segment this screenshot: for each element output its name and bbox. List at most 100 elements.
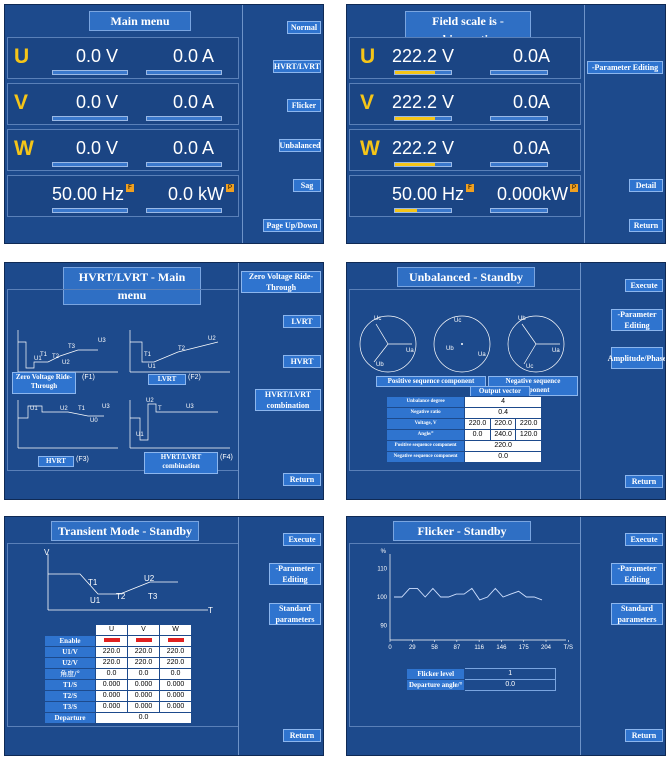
normal-button[interactable]: Normal — [287, 21, 321, 34]
lvrt-button[interactable]: LVRT — [283, 315, 321, 328]
column-header: W — [159, 624, 192, 636]
unbalanced-button[interactable]: Unbalanced — [279, 139, 321, 152]
current-bar — [146, 70, 222, 75]
voltage-bar-fill — [395, 71, 436, 74]
return-button[interactable]: Return — [283, 729, 321, 742]
phase-label: U — [14, 45, 30, 68]
table-cell[interactable]: 220.0 — [489, 418, 517, 430]
main-area: Unbalanced - Standby Uc Ub Ua U — [347, 263, 583, 499]
amplitude-phase-button[interactable]: Amplitude/Phase — [608, 347, 665, 369]
return-button[interactable]: Return — [625, 729, 663, 742]
table-cell[interactable]: 0.000 — [159, 701, 192, 713]
table-row: T2/S 0.000 0.000 0.000 — [43, 690, 192, 702]
sag-button[interactable]: Sag — [293, 179, 321, 192]
execute-button[interactable]: Execute — [283, 533, 321, 546]
row-w: W 222.2 V 0.0A — [349, 129, 581, 171]
voltage-bar — [52, 162, 128, 167]
parameter-editing-button[interactable]: -Parameter Editing — [587, 61, 663, 74]
flicker-level-value[interactable]: 1 — [464, 668, 556, 680]
table-row: Unbalance degree 4 — [385, 396, 542, 408]
row-label: Negative ratio — [385, 407, 466, 419]
parameter-editing-button[interactable]: -Parameter Editing — [611, 309, 663, 331]
table-cell[interactable]: 0.0 — [127, 668, 160, 680]
power-bar — [146, 208, 222, 213]
table-cell[interactable]: 0.000 — [127, 690, 160, 702]
current-bar — [490, 162, 548, 167]
table-row: T3/S 0.000 0.000 0.000 — [43, 701, 192, 713]
table-cell[interactable]: 220.0 — [127, 646, 160, 658]
table-cell[interactable]: 0.000 — [159, 679, 192, 691]
transient-line — [48, 573, 178, 595]
enable-toggle[interactable] — [159, 635, 192, 647]
hvrt-lvrt-button[interactable]: HVRT/LVRT — [273, 60, 321, 73]
table-cell[interactable]: 0.000 — [95, 690, 129, 702]
table-cell[interactable]: 0.000 — [159, 690, 192, 702]
row-frequency-power: 50.00 Hz F 0.0 kW P — [7, 175, 239, 217]
f2-u1-label: U1 — [148, 364, 156, 370]
table-cell[interactable]: 240.0 — [489, 429, 517, 441]
detail-button[interactable]: Detail — [629, 179, 663, 192]
execute-button[interactable]: Execute — [625, 279, 663, 292]
row-u: U 222.2 V 0.0A — [349, 37, 581, 79]
page-up-down-button[interactable]: Page Up/Down — [263, 219, 321, 232]
departure-angle-value[interactable]: 0.0 — [464, 679, 556, 691]
f1-t2-label: T2 — [52, 354, 60, 360]
enable-toggle[interactable] — [127, 635, 160, 647]
table-cell[interactable]: 0.000 — [127, 679, 160, 691]
pos-uc-vector — [375, 323, 389, 345]
row-label: Enable — [43, 635, 97, 647]
table-row: U1/V 220.0 220.0 220.0 — [43, 646, 192, 658]
zvrt-label[interactable]: Zero Voltage Ride-Through — [12, 372, 76, 394]
return-button[interactable]: Return — [625, 475, 663, 488]
hvrt-button[interactable]: HVRT — [283, 355, 321, 368]
f1-t1-label: T1 — [40, 352, 48, 358]
standard-parameters-button[interactable]: Standard parameters — [269, 603, 321, 625]
table-cell[interactable]: 0.000 — [95, 701, 129, 713]
side-menu: Zero Voltage Ride-Through LVRT HVRT HVRT… — [238, 263, 323, 499]
f2-t1-label: T1 — [144, 352, 152, 358]
table-cell[interactable]: 4 — [464, 396, 542, 408]
content-area: % 110 100 90 0 29 58 87 116 146 175 204 T/S Flicker … — [349, 543, 581, 727]
power-value: 0.0 kW — [167, 184, 224, 204]
table-cell[interactable]: 220.0 — [159, 646, 192, 658]
parameter-editing-button[interactable]: -Parameter Editing — [269, 563, 321, 585]
current-value: 0.0 A — [172, 46, 214, 66]
row-frequency-power: 50.00 Hz F 0.000kW P — [349, 175, 581, 217]
return-button[interactable]: Return — [283, 473, 321, 486]
table-cell[interactable]: 220.0 — [95, 657, 129, 669]
row-label: T3/S — [43, 701, 97, 713]
table-row: Departure 0.0 — [43, 712, 192, 724]
f4-caption: (F4) — [220, 454, 233, 461]
table-cell[interactable]: 220.0 — [464, 418, 491, 430]
table-cell[interactable]: 0.000 — [95, 679, 129, 691]
lvrt-label[interactable]: LVRT — [148, 374, 186, 385]
table-cell[interactable]: 0.0 — [95, 668, 129, 680]
table-cell[interactable]: 0.4 — [464, 407, 542, 419]
departure-angle-label: Departure angle/° — [405, 679, 466, 691]
table-cell[interactable]: 220.0 — [515, 418, 542, 430]
voltage-value: 0.0 V — [75, 46, 118, 66]
standard-parameters-button[interactable]: Standard parameters — [611, 603, 663, 625]
table-cell[interactable]: 220.0 — [127, 657, 160, 669]
table-cell[interactable]: 0.000 — [127, 701, 160, 713]
hvrt-label[interactable]: HVRT — [38, 456, 74, 467]
positive-sequence-circle — [359, 315, 417, 373]
execute-button[interactable]: Execute — [625, 533, 663, 546]
vector-area: Uc Ub Ua Uc Ub Ua Ub Uc Ua Positive sequ… — [349, 289, 581, 471]
table-cell[interactable]: 0.0 — [159, 668, 192, 680]
combination-button[interactable]: HVRT/LVRT combination — [255, 389, 321, 411]
enable-toggle[interactable] — [95, 635, 129, 647]
table-cell[interactable]: 120.0 — [515, 429, 542, 441]
parameter-editing-button[interactable]: -Parameter Editing — [611, 563, 663, 585]
table-cell[interactable]: 0.0 — [464, 429, 491, 441]
table-cell[interactable]: 220.0 — [159, 657, 192, 669]
departure-value[interactable]: 0.0 — [95, 712, 192, 724]
table-cell[interactable]: 220.0 — [95, 646, 129, 658]
voltage-bar — [52, 70, 128, 75]
combination-label[interactable]: HVRT/LVRT combination — [144, 452, 218, 474]
zero-voltage-button[interactable]: Zero Voltage Ride-Through — [241, 271, 321, 293]
f4-t-label: T — [158, 406, 162, 412]
return-button[interactable]: Return — [629, 219, 663, 232]
table-header: U V W — [43, 624, 192, 636]
flicker-button[interactable]: Flicker — [287, 99, 321, 112]
